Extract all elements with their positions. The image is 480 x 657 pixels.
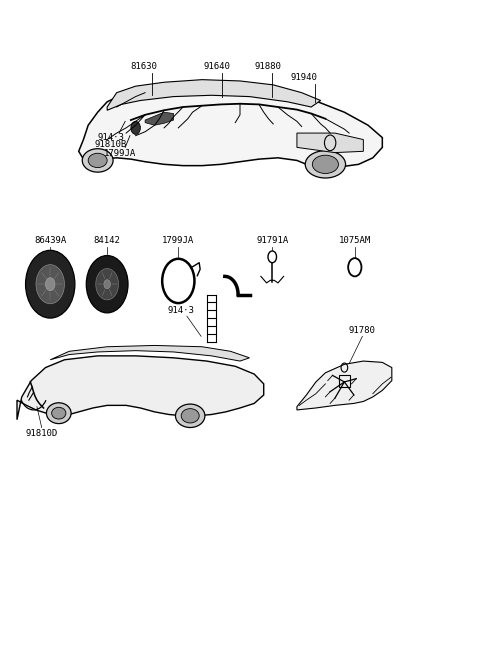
Ellipse shape [312,155,338,173]
Circle shape [131,122,140,135]
Text: 86439A: 86439A [34,236,66,245]
Text: 1799JA: 1799JA [104,148,137,158]
Ellipse shape [88,153,107,168]
Circle shape [96,269,119,300]
Text: 91810B: 91810B [95,139,127,148]
Circle shape [36,265,64,304]
Text: 91791A: 91791A [256,236,288,245]
Text: 91940: 91940 [290,73,317,81]
Text: 84142: 84142 [94,236,120,245]
Text: 914·3: 914·3 [97,133,124,142]
Polygon shape [17,356,264,420]
Text: 91810D: 91810D [25,429,58,438]
Circle shape [104,280,110,289]
Text: 91780: 91780 [349,326,376,335]
Text: 1075AM: 1075AM [339,236,371,245]
Text: 91880: 91880 [254,62,281,70]
Circle shape [46,278,55,290]
Polygon shape [145,112,174,125]
Text: 91640: 91640 [204,62,231,70]
Circle shape [86,256,128,313]
Polygon shape [297,361,392,410]
Ellipse shape [176,404,205,428]
Bar [339,375,350,387]
Ellipse shape [47,403,71,424]
Ellipse shape [181,409,199,423]
Polygon shape [107,79,321,110]
Polygon shape [297,133,363,152]
Text: 1799JA: 1799JA [162,236,194,245]
Polygon shape [79,82,383,167]
Text: 914·3: 914·3 [167,306,194,315]
Ellipse shape [82,148,113,172]
Ellipse shape [52,407,66,419]
Circle shape [25,250,75,318]
Ellipse shape [305,150,346,178]
Polygon shape [50,346,250,361]
Text: 81630: 81630 [131,62,157,70]
